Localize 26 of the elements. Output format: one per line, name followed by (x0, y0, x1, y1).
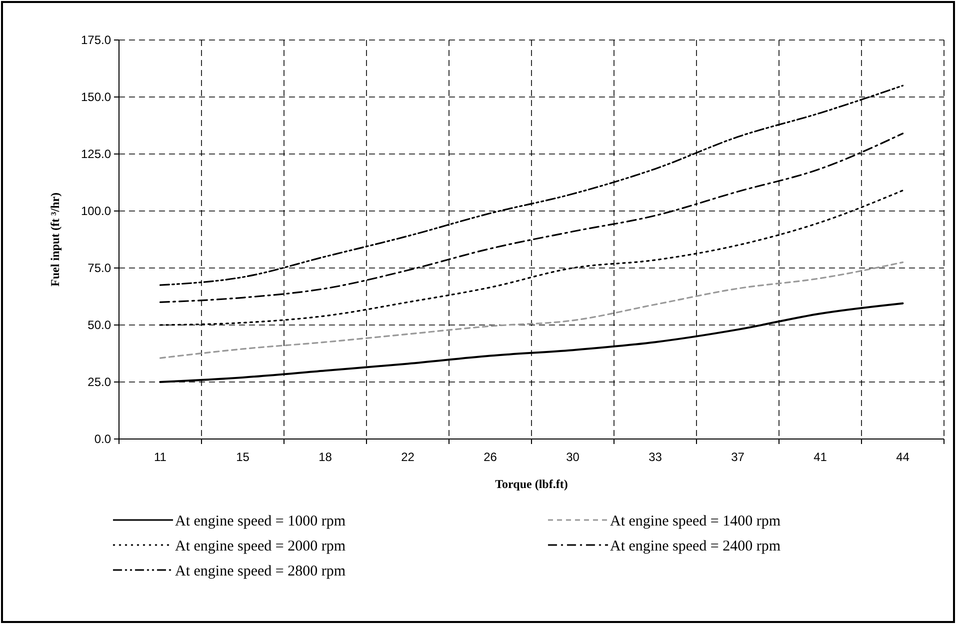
legend-label: At engine speed = 1000 rpm (175, 513, 346, 530)
y-tick-label: 175.0 (80, 33, 112, 48)
legend-label: At engine speed = 2000 rpm (175, 538, 346, 554)
y-tick-label: 75.0 (88, 261, 112, 276)
line-series (159, 262, 904, 359)
x-tick-label: 37 (731, 450, 745, 464)
x-tick-label: 33 (648, 450, 662, 464)
legend-label: At engine speed = 1400 rpm (610, 513, 781, 530)
y-tick-label: 25.0 (88, 375, 112, 390)
x-axis-title: Torque (lbf.ft) (495, 477, 568, 491)
x-tick-label: 30 (566, 450, 580, 464)
x-tick-label: 26 (484, 450, 498, 464)
y-axis-title: Fuel input (ft ³/hr) (48, 192, 62, 286)
x-tick-label: 18 (318, 450, 332, 464)
y-tick-label: 0.0 (94, 432, 112, 446)
y-tick-label: 125.0 (80, 147, 112, 162)
x-tick-label: 15 (236, 450, 250, 464)
y-tick-label: 50.0 (88, 318, 112, 332)
legend-label: At engine speed = 2400 rpm (610, 538, 781, 554)
x-tick-label: 44 (896, 450, 910, 464)
x-tick-label: 41 (814, 450, 828, 464)
y-tick-label: 150.0 (80, 90, 112, 104)
x-tick-label: 22 (401, 450, 415, 464)
x-tick-label: 11 (154, 450, 167, 464)
y-tick-label: 100.0 (80, 204, 112, 218)
legend-label: At engine speed = 2800 rpm (175, 563, 346, 580)
